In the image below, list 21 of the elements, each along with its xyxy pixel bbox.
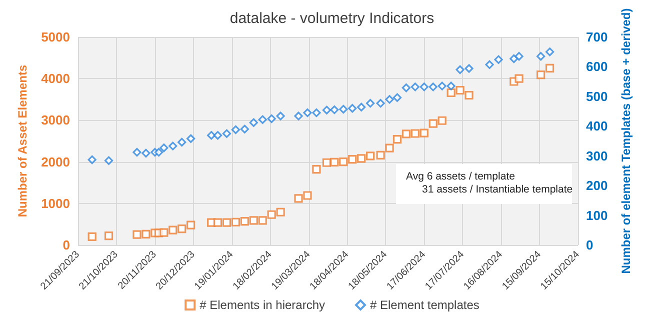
y2-tick-label: 500	[586, 88, 608, 104]
legend-label: # Element templates	[370, 298, 480, 312]
y2-tick-label: 300	[586, 148, 608, 164]
annotation: 31 assets / Instantiable template	[422, 184, 573, 196]
annotation: Avg 6 assets / template	[406, 170, 516, 182]
y-tick-label: 2000	[41, 154, 70, 170]
y2-tick-label: 100	[586, 208, 608, 223]
y-tick-label: 3000	[41, 112, 70, 128]
y2-axis-title: Number of element Templates (base + derived)	[619, 8, 634, 274]
y-tick-label: 0	[62, 238, 70, 252]
y2-tick-label: 400	[586, 118, 608, 134]
y-axis-title: Number of Asset Elements	[16, 64, 30, 218]
y-tick-label: 1000	[41, 196, 70, 211]
chart-title: datalake - volumetry Indicators	[230, 10, 434, 27]
y2-tick-label: 0	[586, 238, 594, 252]
legend-label: # Elements in hierarchy	[200, 298, 325, 312]
y-tick-label: 4000	[41, 71, 70, 86]
y2-tick-label: 700	[586, 30, 608, 44]
y-tick-label: 5000	[41, 30, 70, 44]
y2-tick-label: 600	[586, 59, 608, 74]
y2-tick-label: 200	[586, 178, 608, 194]
